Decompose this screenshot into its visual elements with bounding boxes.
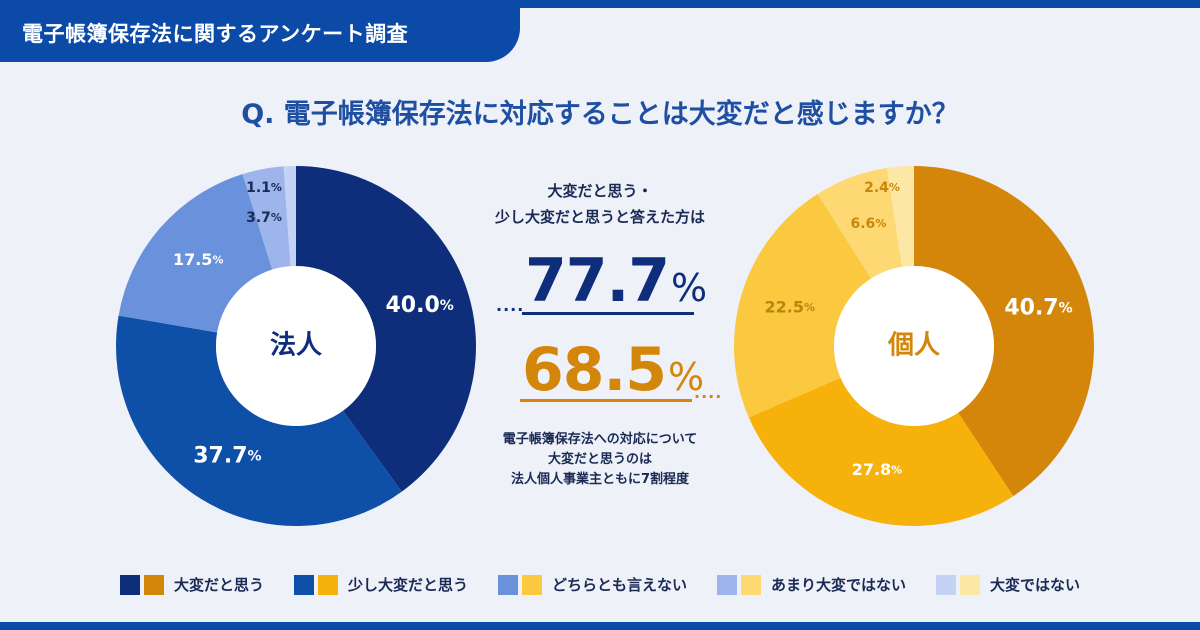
donut-slice bbox=[116, 315, 402, 526]
legend-item: 少し大変だと思う bbox=[293, 574, 468, 595]
legend-label: 大変ではない bbox=[990, 576, 1081, 594]
individual-total-number: 68.5 bbox=[522, 335, 667, 405]
corporate-total-value: 77.7% bbox=[525, 246, 707, 316]
legend-swatch-corporate bbox=[119, 574, 140, 595]
slice-label: 1.1% bbox=[246, 180, 282, 196]
legend-item: どちらとも言えない bbox=[497, 574, 687, 595]
legend-item: 大変ではない bbox=[936, 574, 1080, 595]
corporate-underline bbox=[522, 312, 694, 315]
corporate-total-pct: % bbox=[671, 266, 707, 310]
donut-slice bbox=[283, 166, 296, 267]
slice-label: 22.5% bbox=[764, 297, 815, 316]
donut-slice bbox=[296, 166, 476, 492]
individual-total-value: 68.5% bbox=[522, 335, 704, 405]
bottom-accent-bar bbox=[0, 622, 1200, 630]
slice-label: 6.6% bbox=[851, 216, 887, 232]
corp-dots: .... bbox=[496, 296, 525, 315]
donut-slice bbox=[886, 166, 914, 267]
legend: 大変だと思う 少し大変だと思う どちらとも言えない あまり大変ではない 大変では… bbox=[0, 574, 1200, 595]
legend-swatch-individual bbox=[317, 574, 338, 595]
legend-swatch-corporate bbox=[497, 574, 518, 595]
slice-label: 2.4% bbox=[864, 180, 900, 196]
summary-note-line1: 電子帳簿保存法への対応について bbox=[502, 432, 698, 447]
slice-label: 40.0% bbox=[385, 293, 453, 318]
question-heading: Q. 電子帳簿保存法に対応することは大変だと感じますか？ bbox=[241, 99, 959, 130]
donut-hole bbox=[834, 266, 994, 426]
donut-hole bbox=[216, 266, 376, 426]
legend-swatch-individual bbox=[741, 574, 761, 595]
summary-intro-line2: 少し大変だと思うと答えた方は bbox=[494, 208, 705, 226]
legend-swatch-corporate bbox=[293, 574, 314, 595]
donut-slice bbox=[118, 174, 273, 333]
donut-center-label: 個人 bbox=[887, 331, 940, 361]
slice-label: 17.5% bbox=[173, 250, 224, 269]
legend-swatch-corporate bbox=[936, 574, 957, 595]
donut-slice bbox=[748, 377, 1014, 526]
legend-label: 少し大変だと思う bbox=[347, 576, 468, 594]
legend-swatch-individual bbox=[960, 574, 981, 595]
individual-underline bbox=[520, 399, 692, 402]
individual-dots: .... bbox=[694, 383, 723, 402]
slice-label: 37.7% bbox=[193, 443, 261, 468]
top-accent-bar bbox=[0, 0, 1200, 8]
summary-intro: 大変だと思う・ 少し大変だと思うと答えた方は bbox=[480, 178, 720, 230]
donut-slice bbox=[817, 168, 902, 279]
legend-swatch-individual bbox=[143, 574, 164, 595]
legend-swatch-individual bbox=[521, 574, 542, 595]
slice-label: 40.7% bbox=[1004, 296, 1072, 321]
donut-chart-individual: 40.7% 27.8% 22.5% 6.6% 2.4% 個人 bbox=[734, 166, 1094, 526]
legend-label: どちらとも言えない bbox=[551, 576, 687, 594]
slice-label: 3.7% bbox=[246, 210, 282, 226]
summary-note-line2: 大変だと思うのは bbox=[547, 452, 652, 467]
summary-intro-line1: 大変だと思う・ bbox=[547, 182, 653, 200]
legend-label: あまり大変ではない bbox=[771, 576, 907, 594]
summary-note-line3: 法人個人事業主ともに7割程度 bbox=[510, 472, 690, 487]
legend-label: 大変だと思う bbox=[173, 576, 264, 594]
donut-center-label: 法人 bbox=[270, 331, 322, 361]
summary-note: 電子帳簿保存法への対応について 大変だと思うのは 法人個人事業主ともに7割程度 bbox=[480, 430, 720, 490]
donut-slice bbox=[914, 166, 1094, 497]
donut-slice bbox=[734, 194, 872, 418]
legend-item: あまり大変ではない bbox=[717, 574, 906, 595]
individual-total-pct: % bbox=[668, 355, 704, 399]
donut-chart-corporate: 40.0% 37.7% 17.5% 3.7% 1.1% 法人 bbox=[116, 166, 476, 526]
survey-title-tag: 電子帳簿保存法に関するアンケート調査 bbox=[0, 0, 520, 62]
legend-swatch-corporate bbox=[717, 574, 737, 595]
corporate-total-number: 77.7 bbox=[525, 246, 670, 316]
legend-item: 大変だと思う bbox=[119, 574, 264, 595]
donut-slice bbox=[242, 166, 291, 270]
slice-label: 27.8% bbox=[852, 460, 903, 479]
